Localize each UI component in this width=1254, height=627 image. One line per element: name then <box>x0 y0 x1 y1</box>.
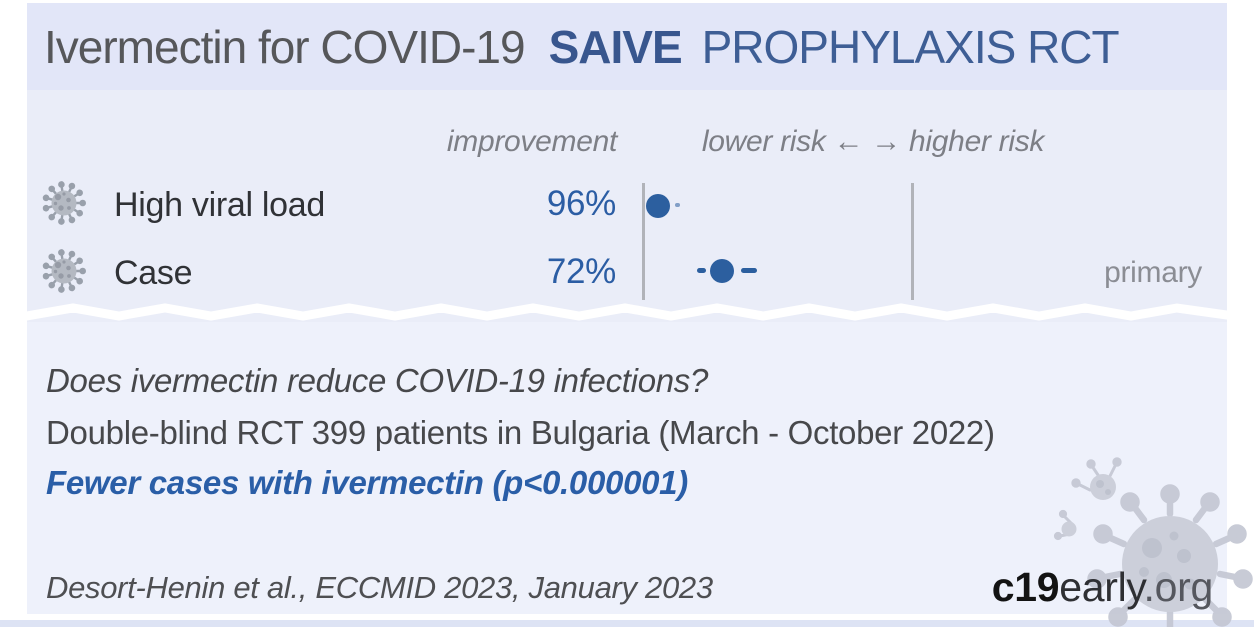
brand-c19: c19 <box>991 564 1060 610</box>
title-study-type: PROPHYLAXIS RCT <box>701 20 1120 73</box>
header-band <box>27 3 1227 90</box>
no-effect-reference-line <box>911 183 914 300</box>
outcome-label-high-viral-load: High viral load <box>114 186 325 224</box>
citation: Desort-Henin et al., ECCMID 2023, Januar… <box>46 570 713 605</box>
ci-whisker-right-case <box>741 268 757 273</box>
ci-whisker-left-case <box>697 268 706 273</box>
study-question: Does ivermectin reduce COVID-19 infectio… <box>46 362 709 399</box>
brand-early: early <box>1059 564 1144 610</box>
improvement-value-high-viral-load: 96% <box>546 184 616 223</box>
ci-whisker-high-viral-load <box>675 203 680 207</box>
title-study-name: SAIVE <box>548 20 683 73</box>
improvement-value-case: 72% <box>546 252 616 291</box>
virus-watermark <box>1053 457 1253 627</box>
title-drug-condition: Ivermectin for COVID-19 <box>44 20 526 73</box>
outcome-label-case: Case <box>114 254 193 292</box>
study-conclusion: Fewer cases with ivermectin (p<0.000001) <box>46 464 688 501</box>
primary-outcome-tag: primary <box>1104 256 1202 289</box>
summary-band <box>27 322 1227 614</box>
page-title: Ivermectin for COVID-19 SAIVE PROPHYLAXI… <box>44 3 1120 90</box>
improvement-column-header: improvement <box>446 125 617 158</box>
wave-divider <box>27 303 1227 321</box>
brand-org: .org <box>1143 564 1214 610</box>
brand-link[interactable]: c19early.org <box>991 564 1214 611</box>
risk-axis-header: lower risk ← → higher risk <box>701 125 1045 158</box>
virus-icon <box>42 248 87 298</box>
bottom-accent-strip <box>0 620 1254 627</box>
study-design: Double-blind RCT 399 patients in Bulgari… <box>46 414 995 451</box>
effect-dot-high-viral-load <box>646 194 670 218</box>
effect-dot-case <box>710 259 734 283</box>
forest-plot-band <box>27 90 1227 322</box>
plot-left-axis-line <box>642 183 645 300</box>
virus-icon <box>42 180 87 230</box>
